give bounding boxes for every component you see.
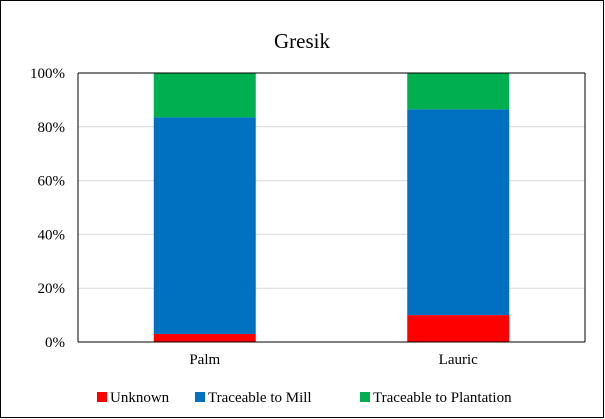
y-tick-label: 0% [45,335,65,351]
y-tick-label: 20% [38,281,66,297]
legend: Unknown Traceable to Mill Traceable to Pla… [97,390,512,406]
legend-swatch [97,392,107,402]
y-tick-label: 60% [38,174,66,190]
legend-label: Unknown [110,390,170,406]
chart-title: Gresik [274,29,330,53]
bar-lauric-traceable-to-mill [407,109,510,316]
bar-palm-traceable-to-mill [153,117,256,334]
legend-label: Traceable to Mill [208,390,312,406]
legend-swatch [195,392,205,402]
bars [153,73,510,342]
legend-label: Traceable to Plantation [373,390,512,406]
bar-palm-unknown [153,333,256,342]
bar-lauric-traceable-to-plantation [407,73,510,110]
y-tick-label: 40% [38,227,66,243]
y-tick-label: 100% [30,66,65,82]
bar-lauric-unknown [407,315,510,342]
axes: 0% 20% 40% 60% 80% 100% Palm Lauric [30,66,586,368]
x-tick-label: Palm [189,352,220,368]
legend-swatch [360,392,370,402]
bar-palm-traceable-to-plantation [153,73,256,118]
x-tick-label: Lauric [439,352,478,368]
y-tick-label: 80% [38,120,66,136]
